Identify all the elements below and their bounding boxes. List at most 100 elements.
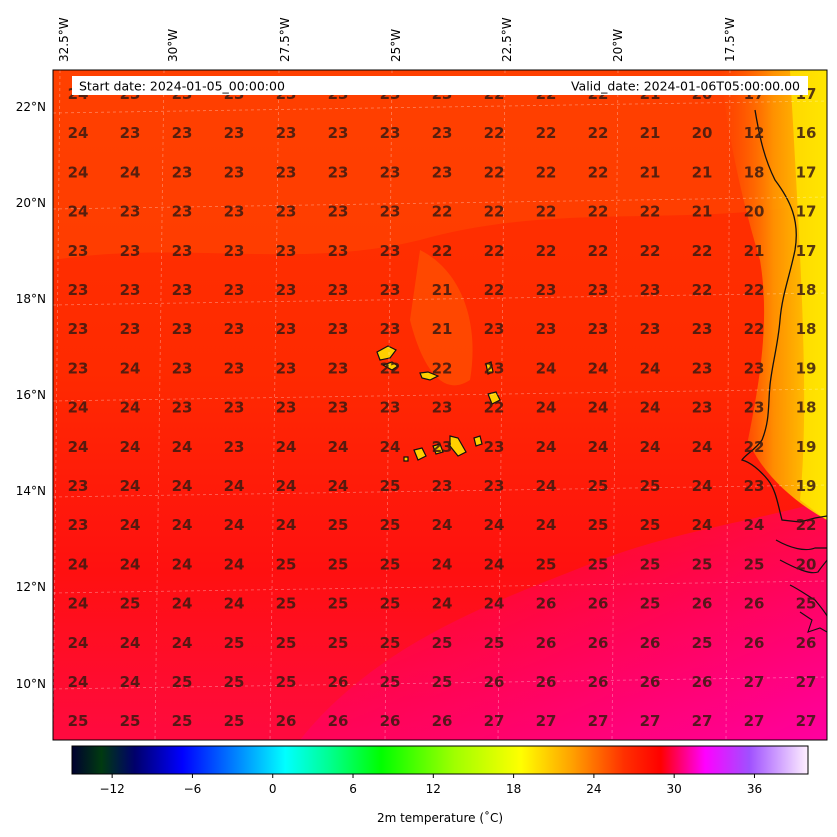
grid-value: 19 [796, 359, 817, 377]
lon-label: 27.5°W [278, 17, 292, 62]
grid-value: 26 [484, 673, 505, 691]
grid-value: 27 [796, 673, 817, 691]
grid-value: 26 [536, 673, 557, 691]
grid-value: 23 [276, 163, 297, 181]
grid-value: 26 [588, 595, 609, 613]
grid-value: 23 [484, 477, 505, 495]
grid-value: 25 [692, 634, 713, 652]
lon-label: 22.5°W [500, 17, 514, 62]
grid-value: 23 [68, 477, 89, 495]
grid-value: 23 [484, 320, 505, 338]
grid-value: 22 [432, 359, 453, 377]
grid-value: 23 [172, 203, 193, 221]
grid-value: 23 [536, 281, 557, 299]
grid-value: 23 [380, 124, 401, 142]
grid-value: 24 [276, 477, 297, 495]
grid-value: 24 [640, 399, 661, 417]
grid-value: 23 [692, 320, 713, 338]
grid-value: 23 [380, 281, 401, 299]
grid-value: 23 [380, 242, 401, 260]
lat-label: 14°N [16, 484, 46, 498]
grid-value: 22 [484, 124, 505, 142]
grid-value: 23 [380, 399, 401, 417]
colorbar-tick-label: 24 [586, 782, 601, 796]
grid-value: 24 [120, 555, 141, 573]
colorbar-tick-label: 30 [667, 782, 682, 796]
grid-value: 25 [380, 477, 401, 495]
grid-value: 22 [744, 438, 765, 456]
grid-value: 24 [120, 673, 141, 691]
grid-value: 22 [588, 124, 609, 142]
grid-value: 22 [536, 124, 557, 142]
grid-value: 25 [380, 595, 401, 613]
grid-value: 25 [640, 595, 661, 613]
colorbar-tick-label: 0 [269, 782, 277, 796]
grid-value: 24 [68, 634, 89, 652]
grid-value: 23 [120, 242, 141, 260]
grid-value: 25 [328, 595, 349, 613]
colorbar-tick-label: 18 [506, 782, 521, 796]
grid-value: 24 [120, 438, 141, 456]
lon-label: 20°W [611, 29, 625, 62]
grid-value: 26 [640, 673, 661, 691]
grid-value: 22 [692, 242, 713, 260]
lat-label: 12°N [16, 580, 46, 594]
grid-value: 24 [224, 477, 245, 495]
grid-value: 25 [588, 477, 609, 495]
grid-value: 22 [796, 516, 817, 534]
grid-value: 24 [68, 124, 89, 142]
grid-value: 24 [68, 163, 89, 181]
grid-value: 24 [120, 516, 141, 534]
grid-value: 23 [328, 124, 349, 142]
grid-value: 24 [68, 595, 89, 613]
grid-value: 26 [328, 712, 349, 730]
grid-value: 24 [692, 516, 713, 534]
grid-value: 23 [224, 124, 245, 142]
grid-value: 25 [276, 555, 297, 573]
grid-value: 18 [796, 281, 817, 299]
grid-value: 25 [536, 555, 557, 573]
colorbar-tick-label: 36 [747, 782, 762, 796]
lon-label: 30°W [166, 29, 180, 62]
start-date-label: Start date: 2024-01-05_00:00:00 [79, 79, 285, 94]
grid-value: 23 [224, 399, 245, 417]
colorbar-gradient [71, 745, 809, 775]
grid-value: 22 [484, 203, 505, 221]
grid-value: 22 [432, 203, 453, 221]
grid-value: 23 [224, 281, 245, 299]
grid-value: 18 [796, 399, 817, 417]
grid-value: 26 [432, 712, 453, 730]
grid-value: 22 [484, 242, 505, 260]
grid-value: 25 [172, 712, 193, 730]
grid-value: 17 [796, 203, 817, 221]
grid-value: 24 [432, 555, 453, 573]
grid-value: 23 [68, 359, 89, 377]
map-frame [52, 69, 828, 741]
grid-value: 21 [692, 163, 713, 181]
grid-value: 17 [796, 242, 817, 260]
grid-value: 23 [744, 477, 765, 495]
grid-value: 23 [120, 281, 141, 299]
grid-value: 24 [536, 438, 557, 456]
grid-value: 25 [328, 555, 349, 573]
grid-value: 27 [588, 712, 609, 730]
lon-label: 25°W [389, 29, 403, 62]
grid-value: 24 [172, 516, 193, 534]
grid-value: 25 [120, 595, 141, 613]
coastline [740, 109, 827, 523]
grid-value: 23 [432, 399, 453, 417]
grid-value: 25 [224, 712, 245, 730]
lon-label: 32.5°W [57, 17, 71, 62]
grid-value: 23 [68, 516, 89, 534]
grid-value: 24 [172, 595, 193, 613]
grid-value: 23 [276, 359, 297, 377]
grid-value: 25 [224, 673, 245, 691]
grid-value: 27 [484, 712, 505, 730]
grid-value: 25 [172, 673, 193, 691]
colorbar-tick-label: 6 [349, 782, 357, 796]
grid-value: 22 [588, 203, 609, 221]
grid-value: 23 [432, 438, 453, 456]
grid-value: 25 [640, 477, 661, 495]
grid-value: 20 [796, 555, 817, 573]
grid-value: 25 [328, 634, 349, 652]
